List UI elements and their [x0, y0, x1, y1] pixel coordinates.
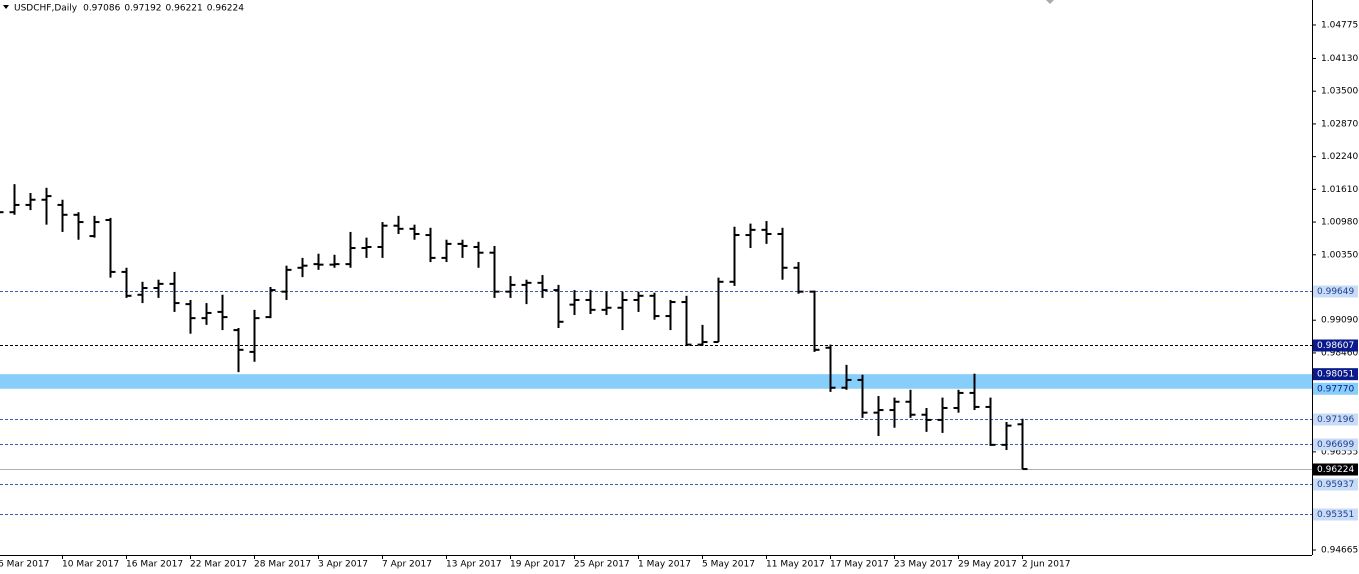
x-tick-label: 29 May 2017 [958, 560, 1017, 570]
x-tick-label: 7 Apr 2017 [382, 560, 432, 570]
x-tick-label: 23 May 2017 [894, 560, 953, 570]
menu-icon [3, 5, 9, 9]
y-tick-label: 0.99090 [1321, 316, 1358, 326]
x-tick-label: 1 May 2017 [638, 560, 691, 570]
level-label-bg [1313, 438, 1358, 451]
level-label: 0.98051 [1317, 370, 1354, 380]
y-tick-label: 0.94665 [1321, 546, 1358, 556]
quote-value: 0.97086 [83, 4, 120, 14]
quote-value: 0.96224 [207, 4, 244, 14]
level-label-bg [1313, 339, 1358, 352]
level-label: 0.99649 [1317, 287, 1354, 297]
level-label: 0.97770 [1317, 384, 1354, 394]
level-label-bg [1313, 382, 1358, 395]
y-tick-label: 1.03500 [1321, 87, 1358, 97]
x-tick-label: 6 Mar 2017 [0, 560, 49, 570]
level-label-bg [1313, 368, 1358, 381]
level-label: 0.96224 [1317, 465, 1354, 475]
x-tick-label: 3 Apr 2017 [318, 560, 368, 570]
level-label-bg [1313, 478, 1358, 491]
zone [0, 374, 1312, 389]
x-tick-label: 16 Mar 2017 [126, 560, 183, 570]
level-label-bg [1313, 413, 1358, 426]
y-tick-label: 1.00350 [1321, 250, 1358, 260]
level-label-bg [1313, 508, 1358, 521]
y-tick-label: 1.00980 [1321, 218, 1358, 228]
x-tick-label: 11 May 2017 [766, 560, 825, 570]
level-label-bg [1313, 285, 1358, 298]
chart-title: USDCHF,Daily [14, 4, 78, 14]
y-tick-label: 1.01610 [1321, 185, 1358, 195]
x-tick-label: 2 Jun 2017 [1022, 560, 1070, 570]
quote-value: 0.97192 [124, 4, 161, 14]
x-tick-label: 13 Apr 2017 [446, 560, 502, 570]
marker [1046, 0, 1054, 4]
quote-value: 0.96221 [166, 4, 203, 14]
y-tick-label: 1.02240 [1321, 152, 1358, 162]
y-tick-label: 1.04130 [1321, 54, 1358, 64]
y-tick-label: 1.04775 [1321, 20, 1358, 30]
x-tick-label: 17 May 2017 [830, 560, 889, 570]
level-label: 0.95937 [1317, 480, 1354, 490]
x-tick-label: 28 Mar 2017 [254, 560, 311, 570]
level-label-bg [1313, 463, 1358, 476]
y-tick-label: 0.98460 [1321, 348, 1358, 358]
y-tick-label: 0.96555 [1321, 447, 1358, 457]
x-tick-label: 19 Apr 2017 [510, 560, 566, 570]
x-tick-label: 5 May 2017 [702, 560, 755, 570]
level-label: 0.95351 [1317, 510, 1354, 520]
level-label: 0.98607 [1317, 341, 1354, 351]
level-label: 0.97196 [1317, 415, 1354, 425]
x-tick-label: 10 Mar 2017 [62, 560, 119, 570]
x-tick-label: 25 Apr 2017 [574, 560, 630, 570]
level-label: 0.96699 [1317, 440, 1354, 450]
x-tick-label: 22 Mar 2017 [190, 560, 247, 570]
y-tick-label: 1.02870 [1321, 119, 1358, 129]
